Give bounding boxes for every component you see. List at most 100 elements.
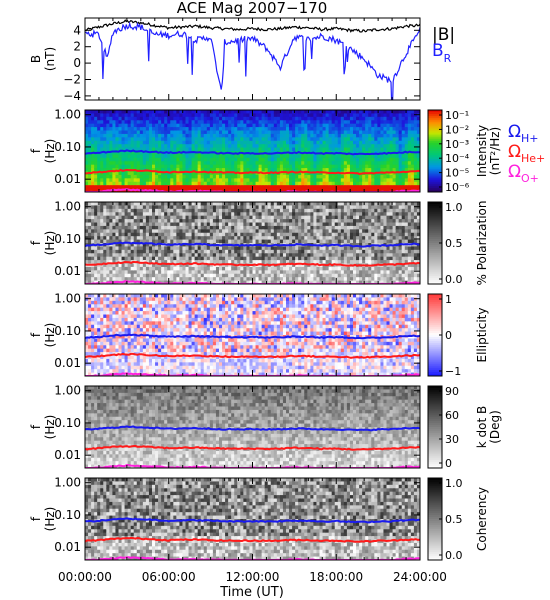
- panel-kdotb: 1.00 0.10 0.01 f (Hz) 90 60 30 0 k dot B (Deg): [29, 384, 502, 470]
- panel-intensity: 1.00 0.10 0.01 f (Hz) 10⁻¹10⁻² 10⁻³10⁻⁴ 10⁻⁵10⁻…: [29, 108, 502, 194]
- legend-o-plus: ΩO+: [508, 162, 539, 185]
- intensity-colorbar-tick: 10⁻¹: [445, 109, 469, 122]
- intensity-h-plus-line: [85, 149, 420, 156]
- kdotb-colorbar-tick: 0: [445, 457, 452, 470]
- polarization-ytick-label: 0.01: [54, 264, 81, 278]
- ellipticity-he-plus-line: [85, 352, 420, 359]
- ellipticity-ytick-label: 0.01: [54, 356, 81, 370]
- kdotb-yunit: (Hz): [43, 415, 57, 440]
- intensity-colorbar-tick: 10⁻⁴: [445, 152, 470, 165]
- intensity-colorbar: 10⁻¹10⁻² 10⁻³10⁻⁴ 10⁻⁵10⁻⁶ Intensity (nT²/Hz…: [427, 109, 502, 194]
- kdotb-colorbar-label: k dot B: [475, 406, 489, 448]
- legend-h-plus: ΩH+: [508, 122, 539, 145]
- polarization-yunit: (Hz): [43, 231, 57, 256]
- coherency-colorbar-tick: 0.0: [445, 549, 463, 562]
- kdotb-colorbar-tick: 60: [445, 409, 459, 422]
- coherency-yunit: (Hz): [43, 507, 57, 532]
- intensity-colorbar-unit: (nT²/Hz): [488, 127, 502, 175]
- legend-b-total: |B|: [432, 25, 455, 45]
- coherency-ytick-label: 0.10: [54, 508, 81, 522]
- coherency-he-plus-line: [85, 536, 420, 543]
- ellipticity-yunit: (Hz): [43, 323, 57, 348]
- ellipticity-h-plus-line: [85, 333, 420, 340]
- ellipticity-ytick-label: 0.10: [54, 324, 81, 338]
- intensity-yunit: (Hz): [43, 139, 57, 164]
- polarization-colorbar-tick: 0.5: [445, 237, 463, 250]
- ellipticity-ytick-label: 1.00: [54, 292, 81, 306]
- polarization-colorbar-label: % Polarization: [475, 201, 489, 286]
- intensity-colorbar-tick: 10⁻⁶: [445, 181, 470, 194]
- ellipticity-colorbar-tick: −1: [445, 365, 461, 378]
- coherency-ytick-label: 0.01: [54, 540, 81, 554]
- coherency-colorbar-tick: 0.5: [445, 513, 463, 526]
- panel-polarization: 1.00 0.10 0.01 f (Hz) 1.0 0.5 0.0 % Polarization: [29, 200, 489, 286]
- field-ylabel: B: [29, 55, 43, 63]
- b-r-line: [85, 21, 420, 100]
- intensity-ytick-label: 1.00: [54, 108, 81, 122]
- coherency-ytick-label: 1.00: [54, 476, 81, 490]
- kdotb-ytick-label: 0.01: [54, 448, 81, 462]
- kdotb-ytick-label: 0.10: [54, 416, 81, 430]
- b-total-line: [85, 19, 420, 33]
- panel-coherency: 1.00 0.10 0.01 f (Hz) 1.0 0.5 0.0 Coherency: [29, 476, 489, 562]
- polarization-ytick-label: 0.10: [54, 232, 81, 246]
- polarization-he-plus-line: [85, 260, 420, 267]
- intensity-colorbar-tick: 10⁻³: [445, 138, 469, 151]
- ellipticity-heatmap: [85, 294, 420, 376]
- legend-he-plus: ΩHe+: [508, 142, 545, 165]
- intensity-ytick-label: 0.10: [54, 140, 81, 154]
- coherency-heatmap: [85, 478, 420, 560]
- field-yunit: (nT): [43, 47, 57, 71]
- kdotb-colorbar: 90 60 30 0 k dot B (Deg): [427, 385, 502, 470]
- intensity-colorbar-tick: 10⁻²: [445, 123, 469, 136]
- coherency-colorbar-label: Coherency: [475, 487, 489, 551]
- ellipticity-colorbar-tick: 1: [445, 293, 452, 306]
- polarization-ytick-label: 1.00: [54, 200, 81, 214]
- kdotb-colorbar-tick: 90: [445, 385, 459, 398]
- kdotb-heatmap: [85, 386, 420, 468]
- field-ytick-label: −4: [63, 89, 81, 103]
- field-ytick-label: 4: [73, 23, 81, 37]
- intensity-ytick-label: 0.01: [54, 172, 81, 186]
- time-axis-label: Time (UT): [219, 585, 284, 600]
- time-tick-labels: 00:00:00 06:00:00 12:00:00 18:00:00 24:00:00: [58, 570, 447, 584]
- time-tick-label: 12:00:00: [226, 570, 280, 584]
- intensity-heatmap: [85, 110, 420, 192]
- field-ytick-label: 0: [73, 56, 81, 70]
- time-tick-label: 18:00:00: [309, 570, 363, 584]
- ellipticity-colorbar: 1 0 −1 Ellipticity: [427, 293, 489, 378]
- coherency-colorbar: 1.0 0.5 0.0 Coherency: [427, 477, 489, 562]
- kdotb-colorbar-unit: (Deg): [488, 410, 502, 444]
- time-tick-label: 06:00:00: [142, 570, 196, 584]
- time-tick-label: 00:00:00: [58, 570, 112, 584]
- legend-b-r: BR: [432, 41, 452, 65]
- polarization-h-plus-line: [85, 241, 420, 248]
- polarization-ylabel: f: [29, 240, 43, 245]
- polarization-colorbar-tick: 0.0: [445, 273, 463, 286]
- coherency-h-plus-line: [85, 517, 420, 524]
- time-tick-label: 24:00:00: [393, 570, 447, 584]
- kdotb-ylabel: f: [29, 424, 43, 429]
- polarization-colorbar-tick: 1.0: [445, 201, 463, 214]
- intensity-ylabel: f: [29, 148, 43, 153]
- panel-field: 4 2 0 −2 −4 B (nT): [29, 17, 421, 103]
- field-ytick-label: −2: [63, 73, 81, 87]
- ellipticity-colorbar-label: Ellipticity: [475, 308, 489, 363]
- kdotb-ytick-label: 1.00: [54, 384, 81, 398]
- kdotb-h-plus-line: [85, 425, 420, 432]
- field-lines: [85, 19, 420, 100]
- intensity-he-plus-line: [85, 168, 420, 176]
- panels: 420−2−4B (nT)1.000.100.01f (Hz)10⁻¹10⁻²10⁻…: [29, 17, 502, 562]
- ellipticity-colorbar-tick: 0: [445, 329, 452, 342]
- kdotb-colorbar-tick: 30: [445, 433, 459, 446]
- figure-title: ACE Mag 2007−170: [177, 0, 328, 17]
- coherency-ylabel: f: [29, 516, 43, 521]
- kdotb-he-plus-line: [85, 444, 420, 451]
- intensity-colorbar-tick: 10⁻⁵: [445, 167, 469, 180]
- ellipticity-ylabel: f: [29, 332, 43, 337]
- polarization-heatmap: [85, 202, 420, 284]
- polarization-colorbar: 1.0 0.5 0.0 % Polarization: [427, 201, 489, 286]
- field-ytick-label: 2: [73, 40, 81, 54]
- coherency-colorbar-tick: 1.0: [445, 477, 463, 490]
